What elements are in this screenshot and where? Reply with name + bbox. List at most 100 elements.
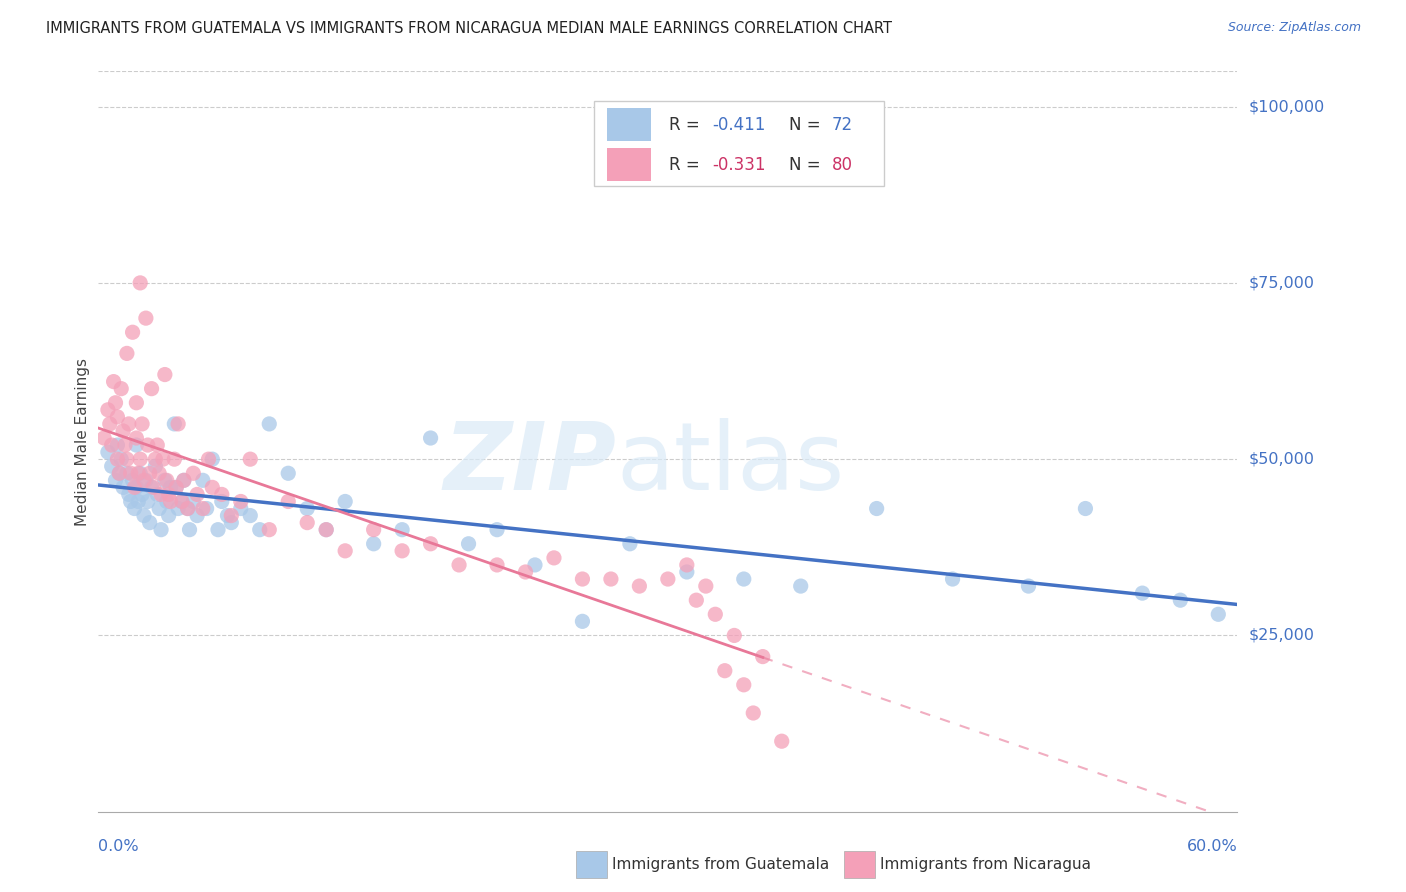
Point (108, 467, 131, 481)
Text: $50,000: $50,000 (1249, 451, 1315, 467)
Point (733, 572, 755, 586)
Point (191, 501, 214, 516)
Point (153, 368, 176, 382)
Point (156, 473, 179, 487)
Point (201, 480, 224, 494)
Point (114, 438, 136, 452)
Point (115, 346, 138, 360)
Point (127, 467, 149, 481)
Point (165, 480, 187, 494)
Point (733, 678, 755, 692)
Point (159, 480, 181, 494)
Point (110, 382, 132, 396)
Point (704, 607, 727, 622)
Point (138, 467, 160, 481)
Point (121, 473, 143, 487)
Point (112, 480, 135, 494)
Point (103, 375, 125, 389)
Point (770, 734, 793, 748)
Point (146, 438, 169, 452)
Point (1074, 501, 1097, 516)
Point (195, 501, 218, 516)
Point (179, 523, 201, 537)
Point (571, 615, 593, 629)
Text: N =: N = (789, 116, 825, 134)
Point (363, 523, 385, 537)
Point (277, 467, 299, 481)
Point (120, 467, 142, 481)
Point (104, 473, 127, 487)
Text: R =: R = (669, 116, 704, 134)
Point (391, 544, 413, 558)
Point (136, 438, 159, 452)
Point (229, 494, 252, 508)
Point (125, 396, 148, 410)
Point (115, 467, 138, 481)
Point (176, 501, 198, 516)
Text: 60.0%: 60.0% (1187, 839, 1237, 855)
Point (173, 473, 195, 487)
Point (131, 417, 153, 431)
Point (107, 452, 129, 467)
Point (107, 409, 129, 424)
Point (97, 445, 120, 459)
Point (1018, 579, 1040, 593)
Point (167, 501, 190, 516)
Point (183, 467, 205, 481)
Y-axis label: Median Male Earnings: Median Male Earnings (75, 358, 90, 525)
Point (159, 494, 181, 508)
Point (723, 628, 745, 642)
Point (157, 508, 180, 523)
Point (163, 452, 186, 467)
Point (239, 452, 262, 467)
Text: 72: 72 (832, 116, 853, 134)
Text: Source: ZipAtlas.com: Source: ZipAtlas.com (1227, 21, 1361, 35)
Point (1170, 593, 1192, 607)
Point (315, 523, 337, 537)
Point (148, 501, 170, 516)
Point (163, 417, 186, 431)
Point (211, 487, 233, 501)
Point (1132, 586, 1154, 600)
Point (170, 494, 193, 508)
Point (145, 452, 167, 467)
Point (170, 494, 193, 508)
Point (157, 487, 180, 501)
Point (132, 508, 155, 523)
Point (135, 311, 157, 326)
Point (201, 452, 224, 467)
Text: 80: 80 (832, 156, 853, 174)
Point (419, 537, 441, 551)
Point (97, 402, 120, 417)
Point (108, 467, 131, 481)
Point (259, 417, 281, 431)
Point (132, 473, 155, 487)
Point (145, 459, 167, 474)
Point (217, 508, 239, 523)
Point (186, 487, 208, 501)
Point (118, 417, 141, 431)
Point (135, 473, 157, 487)
Point (942, 572, 965, 586)
Point (335, 544, 357, 558)
Point (104, 396, 127, 410)
Point (419, 431, 441, 445)
Point (259, 523, 281, 537)
Point (107, 438, 129, 452)
Point (657, 572, 679, 586)
Text: Immigrants from Guatemala: Immigrants from Guatemala (612, 857, 830, 871)
Text: $75,000: $75,000 (1249, 276, 1315, 291)
Point (153, 473, 176, 487)
Point (619, 537, 641, 551)
Point (136, 494, 159, 508)
Point (866, 501, 889, 516)
FancyBboxPatch shape (593, 101, 884, 186)
Text: ZIP: ZIP (444, 417, 617, 509)
Point (600, 572, 623, 586)
Point (197, 452, 219, 467)
Point (249, 523, 271, 537)
Point (124, 501, 146, 516)
Point (120, 494, 142, 508)
Point (141, 382, 163, 396)
Point (486, 523, 509, 537)
